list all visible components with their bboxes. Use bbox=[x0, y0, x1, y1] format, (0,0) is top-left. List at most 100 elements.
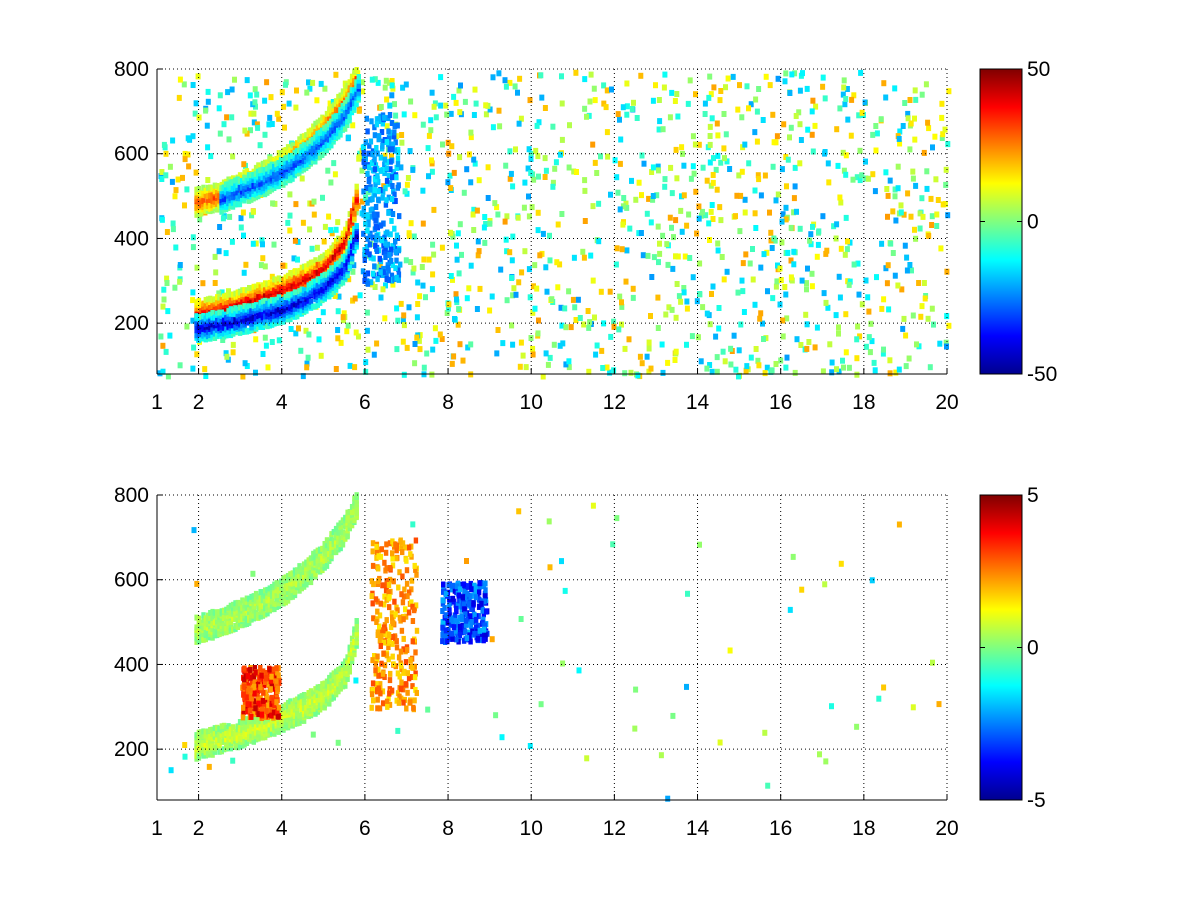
heatmap-cell bbox=[338, 665, 343, 672]
heatmap-cell bbox=[738, 192, 744, 199]
heatmap-cell bbox=[913, 96, 919, 103]
heatmap-cell bbox=[707, 159, 713, 166]
heatmap-cell bbox=[201, 634, 206, 641]
heatmap-cell bbox=[317, 255, 323, 262]
heatmap-cell bbox=[787, 90, 793, 96]
heatmap-cell bbox=[715, 247, 721, 254]
heatmap-cell bbox=[194, 313, 199, 320]
heatmap-cell bbox=[331, 677, 336, 684]
heatmap-cell bbox=[624, 80, 630, 87]
feature-band bbox=[219, 74, 361, 215]
heatmap-cell bbox=[230, 349, 236, 356]
heatmap-cell bbox=[760, 320, 765, 327]
y-tick-label: 800 bbox=[114, 58, 149, 81]
heatmap-cell bbox=[317, 261, 323, 268]
heatmap-cell bbox=[276, 298, 282, 305]
heatmap-cell bbox=[675, 113, 681, 120]
heatmap-cell bbox=[288, 590, 293, 597]
heatmap-cell bbox=[276, 337, 282, 344]
heatmap-cell bbox=[267, 163, 272, 170]
heatmap-cell bbox=[258, 180, 263, 187]
heatmap-cell bbox=[487, 307, 493, 314]
heatmap-cell bbox=[281, 724, 286, 731]
heatmap-cell bbox=[383, 254, 388, 260]
heatmap-cell bbox=[272, 312, 277, 319]
heatmap-cell bbox=[203, 336, 208, 343]
heatmap-cell bbox=[601, 320, 607, 327]
heatmap-cell bbox=[378, 269, 383, 276]
heatmap-cell bbox=[235, 181, 240, 188]
heatmap-cell bbox=[816, 228, 822, 235]
heatmap-cell bbox=[265, 323, 270, 330]
heatmap-cell bbox=[365, 270, 371, 277]
heatmap-cell bbox=[212, 730, 218, 737]
heatmap-cell bbox=[292, 588, 298, 595]
heatmap-cell bbox=[347, 221, 352, 228]
heatmap-cell bbox=[265, 721, 270, 728]
heatmap-cell bbox=[724, 158, 730, 165]
heatmap-cell bbox=[226, 731, 231, 738]
heatmap-cell bbox=[256, 282, 261, 289]
heatmap-cell bbox=[320, 545, 325, 552]
heatmap-cell bbox=[349, 208, 355, 215]
heatmap-cell bbox=[314, 244, 320, 251]
heatmap-cell bbox=[843, 152, 849, 159]
heatmap-cell bbox=[310, 136, 316, 143]
heatmap-cell bbox=[896, 366, 902, 373]
heatmap-cell bbox=[354, 618, 359, 624]
heatmap-cell bbox=[292, 289, 298, 296]
heatmap-cell bbox=[495, 327, 501, 333]
heatmap-cell bbox=[228, 184, 233, 191]
heatmap-cell bbox=[324, 110, 330, 117]
heatmap-cell bbox=[700, 304, 706, 311]
heatmap-cell bbox=[727, 166, 733, 172]
heatmap-cell bbox=[203, 309, 208, 316]
heatmap-cell bbox=[590, 277, 596, 284]
heatmap-cell bbox=[308, 707, 314, 714]
heatmap-cell bbox=[792, 164, 798, 171]
heatmap-cell bbox=[283, 710, 288, 717]
heatmap-cell bbox=[237, 315, 243, 322]
heatmap-cell bbox=[345, 527, 350, 534]
heatmap-cell bbox=[673, 146, 679, 153]
heatmap-cell bbox=[372, 76, 378, 83]
heatmap-cell bbox=[199, 206, 204, 213]
heatmap-cell bbox=[306, 572, 311, 579]
heatmap-cell bbox=[345, 103, 350, 110]
heatmap-cell bbox=[481, 224, 487, 231]
heatmap-cell bbox=[392, 123, 397, 130]
heatmap-cell bbox=[278, 157, 284, 164]
heatmap-cell bbox=[390, 211, 396, 217]
heatmap-cell bbox=[785, 249, 791, 256]
heatmap-cell bbox=[260, 612, 266, 619]
heatmap-cell bbox=[752, 301, 758, 308]
heatmap-cell bbox=[297, 147, 302, 154]
heatmap-cell bbox=[253, 170, 259, 177]
heatmap-cell bbox=[247, 722, 252, 729]
heatmap-cell bbox=[320, 567, 325, 574]
heatmap-cell bbox=[688, 175, 694, 182]
heatmap-cell bbox=[656, 167, 661, 174]
heatmap-cell bbox=[428, 127, 434, 134]
heatmap-cell bbox=[845, 116, 851, 123]
heatmap-cell bbox=[518, 616, 524, 622]
heatmap-cell bbox=[709, 291, 714, 297]
heatmap-cell bbox=[414, 334, 420, 341]
heatmap-cell bbox=[308, 564, 314, 571]
heatmap-cell bbox=[203, 297, 208, 303]
heatmap-cell bbox=[194, 186, 199, 193]
heatmap-cell bbox=[306, 297, 311, 304]
heatmap-cell bbox=[377, 261, 383, 268]
heatmap-cell bbox=[345, 220, 350, 227]
heatmap-cell bbox=[880, 350, 886, 357]
heatmap-cell bbox=[817, 751, 822, 758]
heatmap-cell bbox=[648, 313, 653, 319]
heatmap-cell bbox=[249, 308, 254, 315]
heatmap-cell bbox=[510, 183, 516, 190]
heatmap-cell bbox=[338, 112, 343, 119]
heatmap-cell bbox=[217, 609, 222, 616]
heatmap-cell bbox=[196, 327, 202, 334]
heatmap-cell bbox=[545, 361, 551, 368]
heatmap-cell bbox=[201, 612, 206, 619]
heatmap-cell bbox=[235, 617, 240, 624]
